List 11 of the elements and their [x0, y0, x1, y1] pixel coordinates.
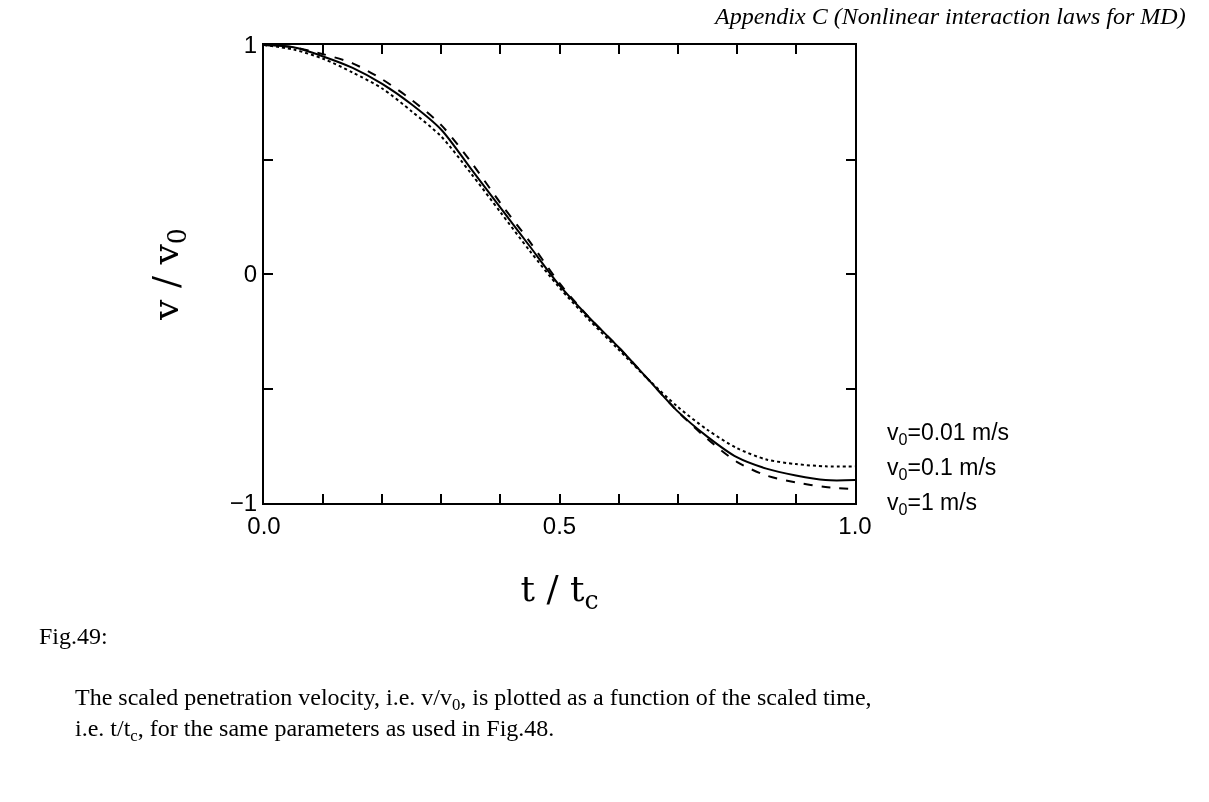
caption: Fig.49: [39, 623, 108, 649]
series-label: v$_{0}$=0.1 m/s [887, 454, 997, 483]
series-label: v$_{0}$=1 m/s [887, 489, 978, 518]
y-tick-label: 0 [243, 260, 258, 288]
text: The scaled penetration velocity, i.e. v/v$_{0}$, is plotted as a function of the scaled time, i.e. t/t$_{c}$, for the same parameters as used in Fig.48. [75, 684, 872, 746]
text: Appendix C (Nonlinear interaction laws for MD) [713, 3, 1186, 29]
series-label: v$_{0}$=0.01 m/s [887, 419, 1010, 448]
y-tick-label: 1 [243, 31, 258, 59]
x-tick-label: 1.0 [838, 511, 872, 539]
x-axis-title: t / t$_{c}$ [520, 568, 599, 615]
x-tick-label: 0.5 [542, 511, 577, 539]
